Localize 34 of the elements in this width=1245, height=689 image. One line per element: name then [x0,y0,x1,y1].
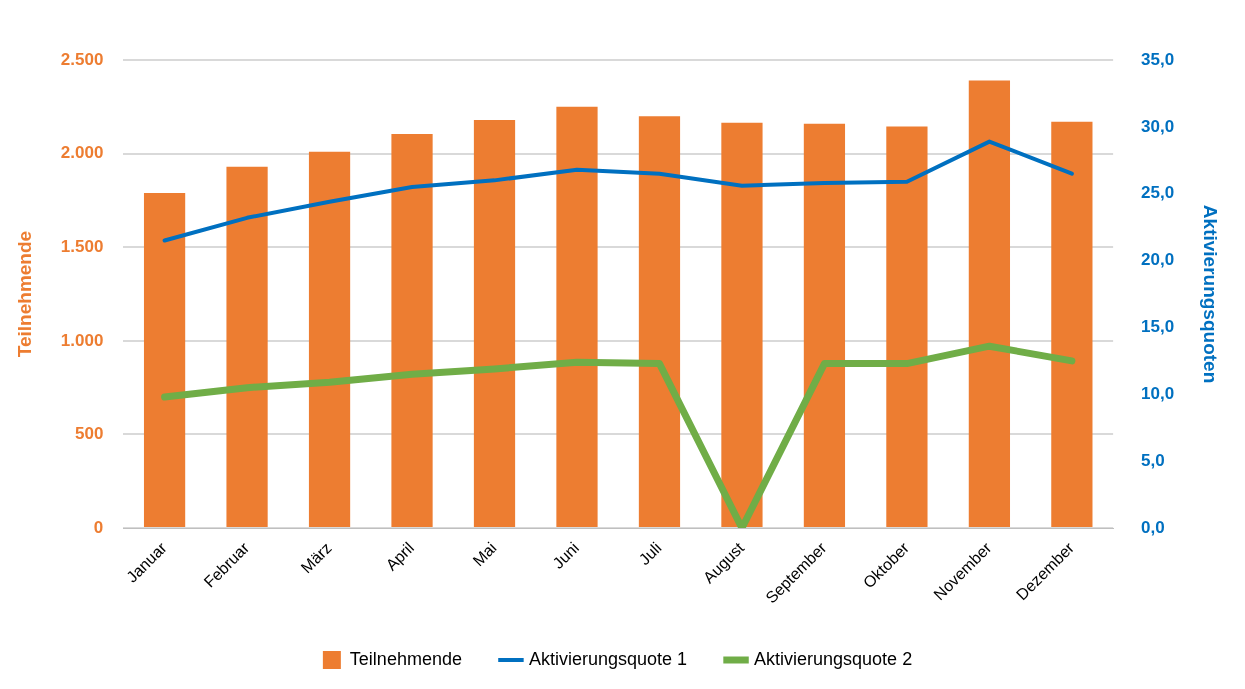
x-tick-label: Juli [635,539,665,569]
y2-tick-label: 5,0 [1141,450,1165,470]
legend-label: Aktivierungsquote 1 [528,648,688,669]
bar [803,123,846,528]
y2-tick-label: 15,0 [1141,317,1175,337]
legend-label: Aktivierungsquote 2 [754,648,913,669]
bar [226,166,268,528]
y2-tick-label: 25,0 [1141,183,1175,203]
bar [1051,121,1093,528]
bar [391,133,433,528]
y2-tick-label: 0,0 [1141,517,1165,537]
y-tick-label: 500 [74,424,104,444]
y-tick-label: 2.000 [60,143,104,163]
bar [638,116,681,528]
y-tick-label: 1.000 [60,330,104,350]
bar [968,80,1011,528]
y-tick-label: 1.500 [60,236,104,256]
x-tick-label: Juni [549,539,583,572]
y2-tick-label: 20,0 [1141,250,1175,270]
y2-tick-label: 10,0 [1141,384,1175,404]
y2-tick-label: 30,0 [1141,116,1175,136]
bar [143,192,186,528]
y2-tick-label: 35,0 [1141,49,1175,69]
bar [721,122,763,528]
bar [473,119,516,528]
x-tick-label: Mai [469,539,500,570]
legend-label: Teilnehmende [349,648,462,669]
bar [556,106,598,528]
y-tick-label: 2.500 [60,49,104,69]
y-tick-label: 0 [93,517,104,537]
bar [886,126,928,528]
y-axis-title: Teilnehmende [13,230,35,358]
bar [308,151,351,528]
y2-axis-title: Aktivierungsquoten [1200,204,1222,384]
